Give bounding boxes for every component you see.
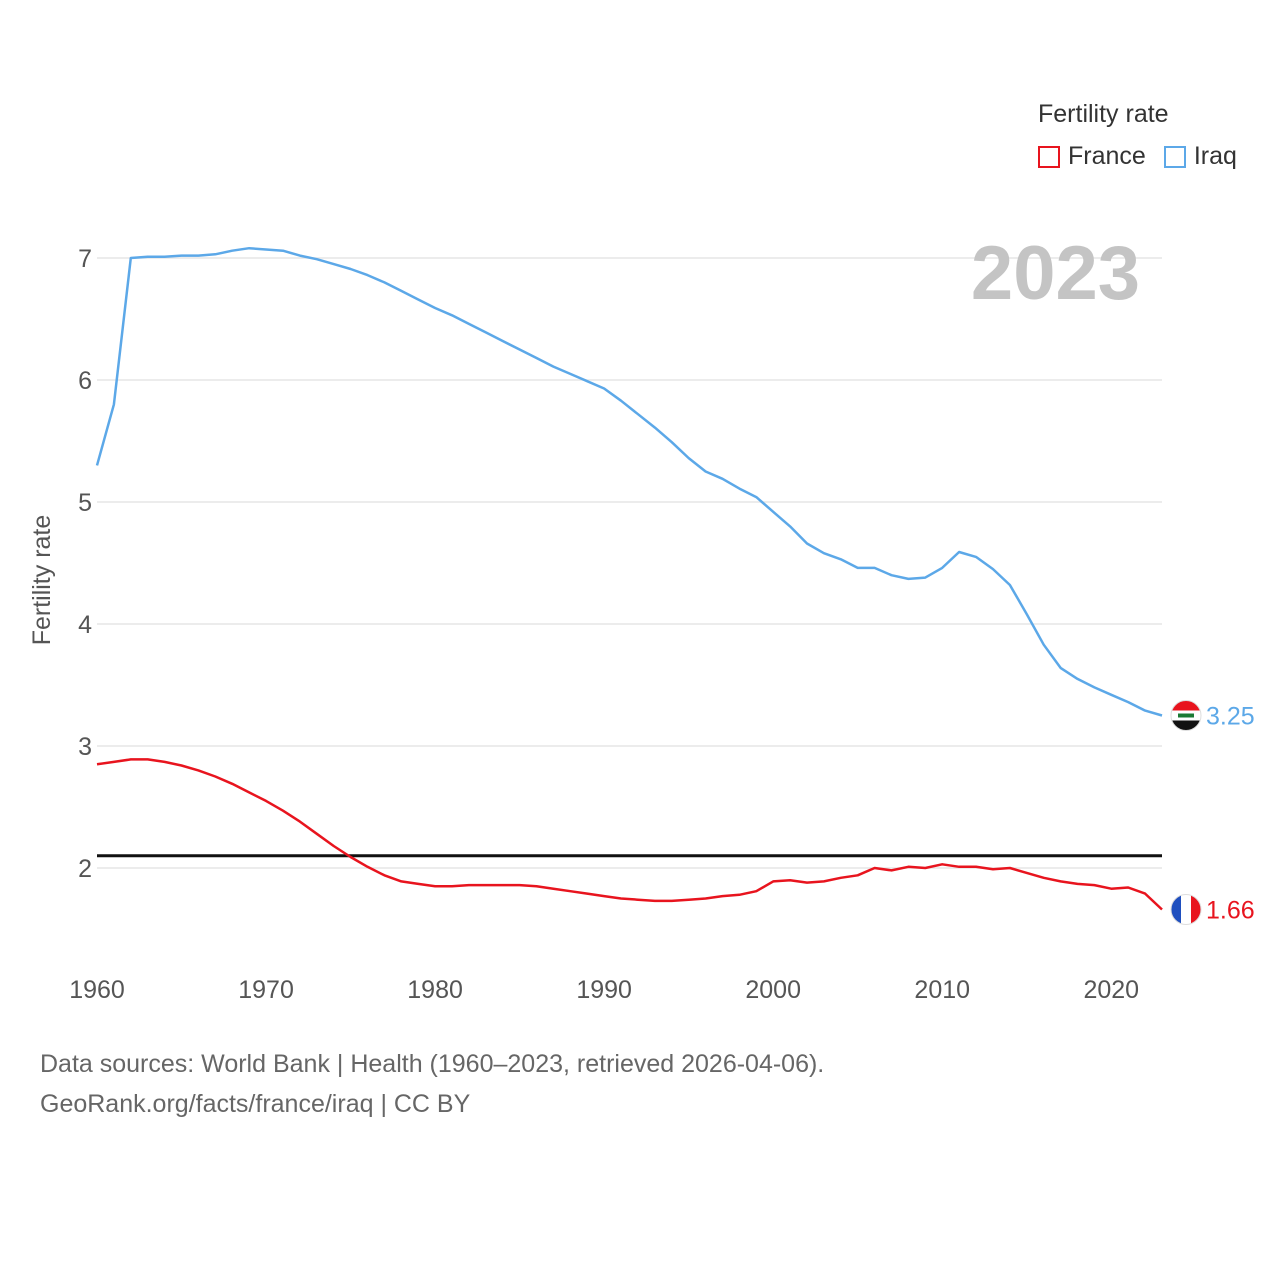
x-tick-label: 1980 [407,976,463,1004]
x-tick-label: 2000 [745,976,801,1004]
legend-title: Fertility rate [1038,100,1169,128]
y-tick-label: 4 [78,611,92,639]
y-axis-label: Fertility rate [28,515,56,646]
end-markers: 1.66 3.25 [1170,700,1255,925]
series-line-iraq [95,246,1163,717]
x-tick-label: 1990 [576,976,632,1004]
legend-swatch-france [1038,145,1060,168]
x-tick-label: 2020 [1083,976,1139,1004]
legend-item-iraq[interactable]: Iraq [1163,142,1237,171]
x-tick-label: 2010 [914,976,970,1004]
y-tick-label: 3 [78,733,92,761]
legend-item-france[interactable]: France [1038,142,1146,171]
x-tick-label: 1970 [238,976,294,1004]
end-label-france: 1.66 [1206,896,1255,924]
legend-label-france: France [1068,142,1146,170]
y-tick-label: 5 [78,489,92,517]
france-flag-icon [1170,893,1202,925]
series-lines [95,246,1163,911]
legend-swatch-iraq [1163,145,1186,168]
y-tick-label: 7 [78,245,92,273]
x-axis: 1960 1970 1980 1990 2000 2010 2020 [69,976,1139,1004]
end-label-iraq: 3.25 [1206,703,1255,731]
attribution-link[interactable]: GeoRank.org/facts/france/iraq | CC BY [40,1090,471,1118]
data-sources-text: Data sources: World Bank | Health (1960–… [40,1050,825,1078]
year-label: 2023 [970,231,1140,316]
series-line-france [96,758,1163,911]
x-tick-label: 1960 [69,976,125,1004]
legend: France Iraq [1038,142,1255,171]
y-tick-label: 2 [78,855,92,883]
grid [97,257,1162,869]
legend-label-iraq: Iraq [1193,142,1237,170]
y-axis: 2 3 4 5 6 7 [78,245,92,883]
y-tick-label: 6 [78,367,92,395]
footer: Data sources: World Bank | Health (1960–… [40,1044,824,1124]
iraq-flag-icon [1170,700,1202,731]
